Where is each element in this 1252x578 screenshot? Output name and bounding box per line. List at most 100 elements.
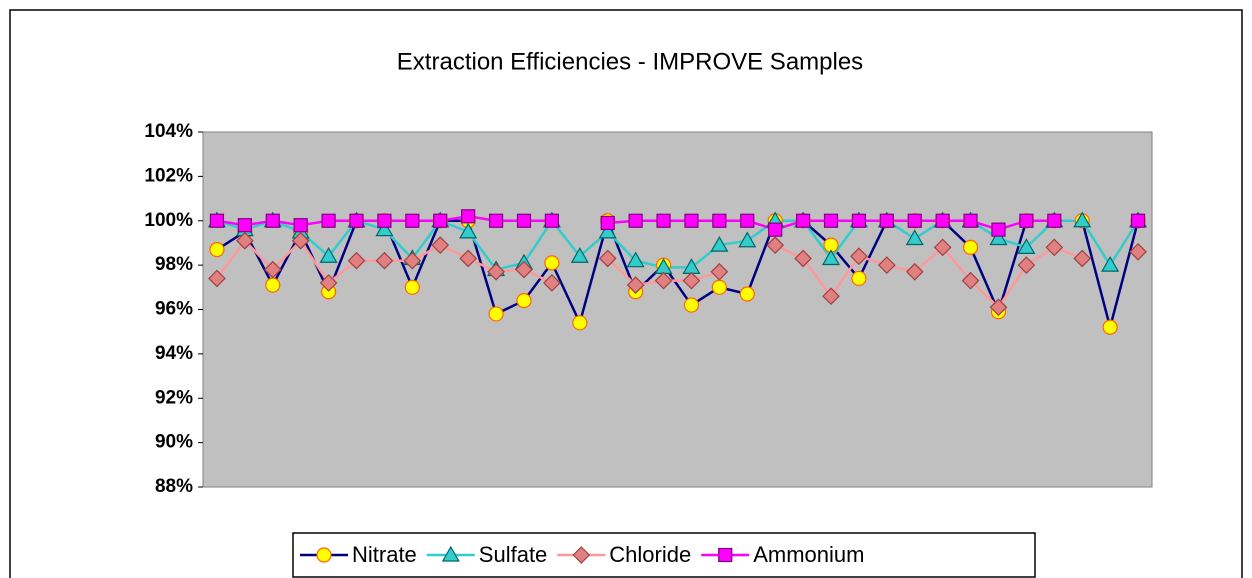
data-point xyxy=(291,231,310,250)
legend-marker xyxy=(441,545,460,562)
data-point xyxy=(628,213,643,228)
data-point xyxy=(905,262,924,281)
data-point xyxy=(989,298,1008,317)
data-point xyxy=(1017,256,1036,274)
data-point xyxy=(543,274,561,292)
data-point xyxy=(794,249,812,268)
data-point xyxy=(459,222,478,239)
y-tick-label: 92% xyxy=(155,387,193,408)
data-point xyxy=(403,251,422,270)
y-tick-label: 94% xyxy=(155,343,193,364)
data-point xyxy=(319,274,338,292)
data-point xyxy=(879,213,894,228)
data-point xyxy=(712,213,727,228)
legend-label: Ammonium xyxy=(753,542,864,567)
data-point xyxy=(684,213,699,228)
data-point xyxy=(349,213,364,228)
data-point xyxy=(1047,213,1062,228)
data-point xyxy=(265,277,281,293)
data-point xyxy=(263,260,282,279)
data-point xyxy=(600,215,615,231)
data-point xyxy=(516,213,532,228)
data-point xyxy=(293,218,308,233)
data-point xyxy=(739,286,755,302)
legend-marker xyxy=(718,547,733,563)
data-point xyxy=(570,247,589,263)
data-point xyxy=(740,213,755,228)
data-point xyxy=(905,229,924,246)
data-point xyxy=(933,238,952,257)
data-point xyxy=(682,271,701,290)
data-point xyxy=(572,315,588,331)
data-point xyxy=(711,279,727,295)
data-point xyxy=(738,231,757,248)
y-tick-label: 88% xyxy=(155,476,193,497)
data-point xyxy=(626,276,645,294)
data-point xyxy=(431,236,450,255)
data-point xyxy=(654,271,673,290)
data-point xyxy=(347,251,366,270)
data-point xyxy=(375,251,394,270)
data-point xyxy=(321,213,336,228)
data-point xyxy=(823,213,839,228)
data-point xyxy=(236,231,254,250)
data-point xyxy=(209,241,225,258)
data-point xyxy=(935,213,950,228)
data-point xyxy=(851,213,867,228)
data-point xyxy=(237,218,252,233)
y-tick-label: 90% xyxy=(155,432,193,453)
data-point xyxy=(487,262,505,281)
data-point xyxy=(850,247,868,266)
y-tick-label: 98% xyxy=(155,254,193,275)
data-point xyxy=(822,287,840,306)
data-point xyxy=(991,222,1006,237)
data-point xyxy=(1019,213,1034,228)
legend-box xyxy=(292,532,1036,578)
data-point xyxy=(1073,249,1092,268)
legend-marker xyxy=(316,547,332,563)
data-point xyxy=(377,213,392,228)
data-point xyxy=(1130,213,1146,228)
data-point xyxy=(626,251,645,268)
data-point xyxy=(598,249,617,268)
data-point xyxy=(516,293,532,309)
data-point xyxy=(963,213,978,228)
data-point xyxy=(208,269,226,288)
chart-title: Extraction Efficiencies - IMPROVE Sample… xyxy=(397,48,863,75)
data-point xyxy=(515,260,533,279)
legend-marker xyxy=(572,546,591,564)
y-tick-label: 100% xyxy=(144,210,193,231)
legend-label: Nitrate xyxy=(352,542,417,567)
data-point xyxy=(488,213,504,228)
data-point xyxy=(404,279,420,295)
data-point xyxy=(544,255,560,271)
data-point xyxy=(710,235,729,252)
data-point xyxy=(768,222,783,237)
y-tick-label: 96% xyxy=(155,299,193,320)
data-point xyxy=(598,222,617,239)
data-point xyxy=(544,213,559,228)
data-point xyxy=(405,213,420,228)
data-point xyxy=(766,236,785,255)
data-point xyxy=(962,239,979,255)
data-point xyxy=(1045,238,1064,257)
data-point xyxy=(710,262,729,281)
data-point xyxy=(989,229,1008,246)
data-point xyxy=(961,271,980,290)
data-point xyxy=(683,297,700,313)
data-point xyxy=(656,213,671,228)
data-point xyxy=(265,213,280,228)
data-point xyxy=(821,249,841,266)
plot-area xyxy=(202,131,1153,488)
legend-label: Chloride xyxy=(609,542,691,567)
y-tick-label: 104% xyxy=(144,121,193,142)
data-point xyxy=(488,306,504,322)
data-point xyxy=(209,213,225,228)
data-point xyxy=(1102,319,1118,335)
data-point xyxy=(1073,211,1092,228)
data-point xyxy=(851,270,867,287)
data-point xyxy=(461,209,476,224)
data-point xyxy=(375,220,394,237)
data-point xyxy=(319,247,338,263)
